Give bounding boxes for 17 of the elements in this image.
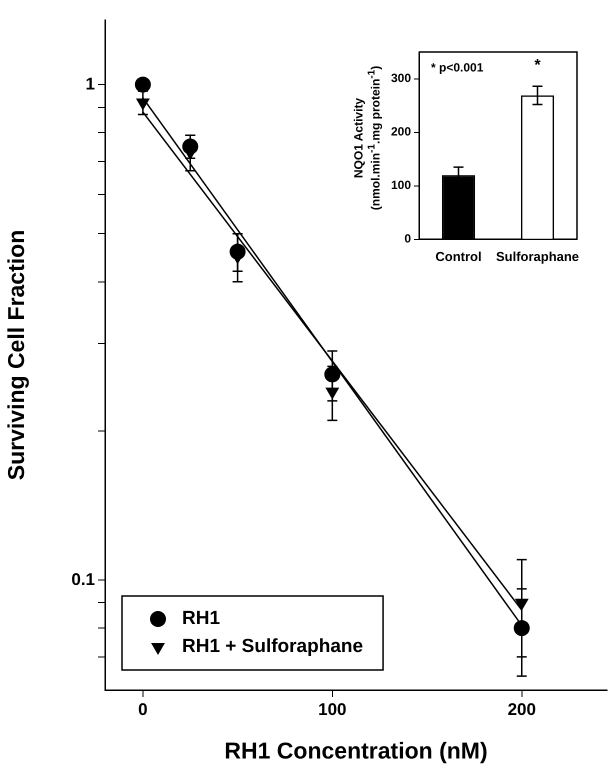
x-tick-label: Control	[435, 248, 482, 264]
y-axis-title: Surviving Cell Fraction	[3, 230, 30, 480]
x-tick-label: Sulforaphane	[496, 248, 580, 264]
legend-label: RH1 + Sulforaphane	[182, 636, 364, 658]
y-tick-label: 200	[390, 124, 412, 139]
legend-label: RH1	[182, 608, 220, 630]
annotation: * p<0.001	[431, 60, 484, 74]
x-tick-label: 200	[508, 700, 536, 719]
y-tick-label: 0.1	[71, 570, 95, 589]
y-tick-label: 100	[390, 178, 412, 192]
x-tick-label: 100	[318, 700, 347, 719]
y-tick-label: 1	[86, 74, 95, 94]
y-tick-label: 0	[404, 232, 412, 246]
annotation: *	[534, 56, 542, 74]
y-tick-label: 300	[390, 71, 412, 86]
x-axis-title: RH1 Concentration (nM)	[224, 738, 488, 764]
x-tick-label: 0	[138, 700, 148, 719]
